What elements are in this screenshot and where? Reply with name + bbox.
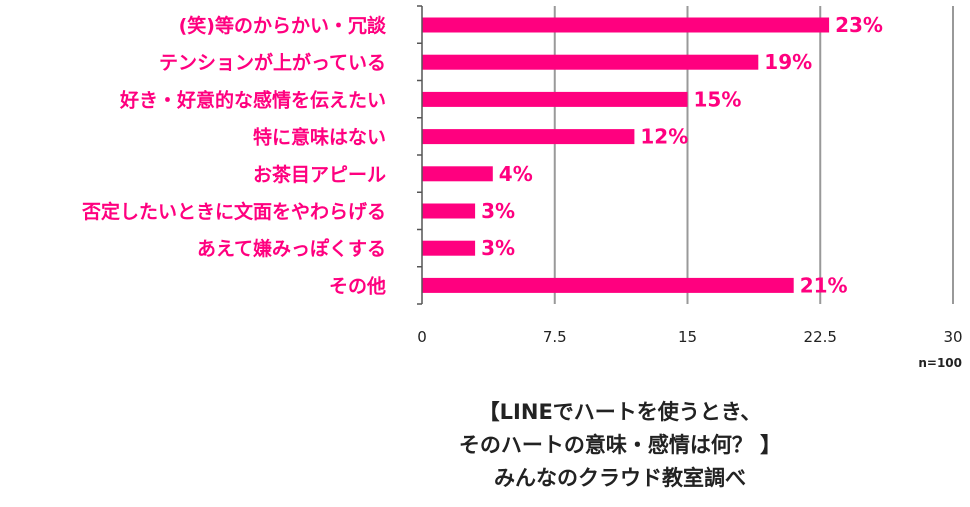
category-label: 好き・好意的な感情を伝えたい [119,88,386,111]
bars [422,17,830,293]
category-label: その他 [329,274,386,297]
data-labels: 23% 19% 15%12% 4% 3% 3% 21% [481,13,883,297]
x-tick-label: 30 [943,328,962,346]
bar [422,203,476,219]
data-label: 3% [481,199,515,223]
bar [422,91,688,107]
bar [422,17,830,33]
bar [422,54,759,70]
bar [422,277,794,293]
x-tick-label: 15 [678,328,697,346]
grid-lines [553,6,954,304]
data-label: 21% [800,273,848,297]
x-tick-label: 22.5 [804,328,837,346]
bar [422,166,493,182]
x-tick-label: 7.5 [543,328,567,346]
category-label: お茶目アピール [253,163,386,186]
data-label: 15% [694,87,742,111]
category-label: テンションが上がっている [159,51,386,74]
x-tick-labels: 0 7.5 15 22.5 30 [417,328,962,346]
bar-chart: (笑)等のからかい・冗談テンションが上がっている好き・好意的な感情を伝えたい特に… [81,5,963,346]
data-label: 3% [481,236,515,260]
data-label: 19% [764,50,812,74]
bar [422,129,635,145]
caption-line-1: 【LINEでハートを使うとき、 [478,400,762,424]
category-label: (笑)等のからかい・冗談 [179,14,387,37]
category-label: 特に意味はない [253,126,386,149]
category-labels: (笑)等のからかい・冗談テンションが上がっている好き・好意的な感情を伝えたい特に… [81,14,387,297]
data-label: 23% [835,13,883,37]
caption-line-2: そのハートの意味・感情は何？ 】 [458,433,782,457]
data-label: 4% [499,162,533,186]
data-label: 12% [640,125,688,149]
category-label: 否定したいときに文面をやわらげる [81,200,386,223]
bar [422,240,476,256]
chart-caption: 【LINEでハートを使うとき、 そのハートの意味・感情は何？ 】 みんなのクラウ… [420,396,820,495]
caption-line-3: みんなのクラウド教室調べ [494,466,746,490]
sample-size-note: n=100 [918,356,962,370]
axes [417,5,423,305]
category-label: あえて嫌みっぽくする [197,237,386,260]
x-tick-label: 0 [417,328,427,346]
